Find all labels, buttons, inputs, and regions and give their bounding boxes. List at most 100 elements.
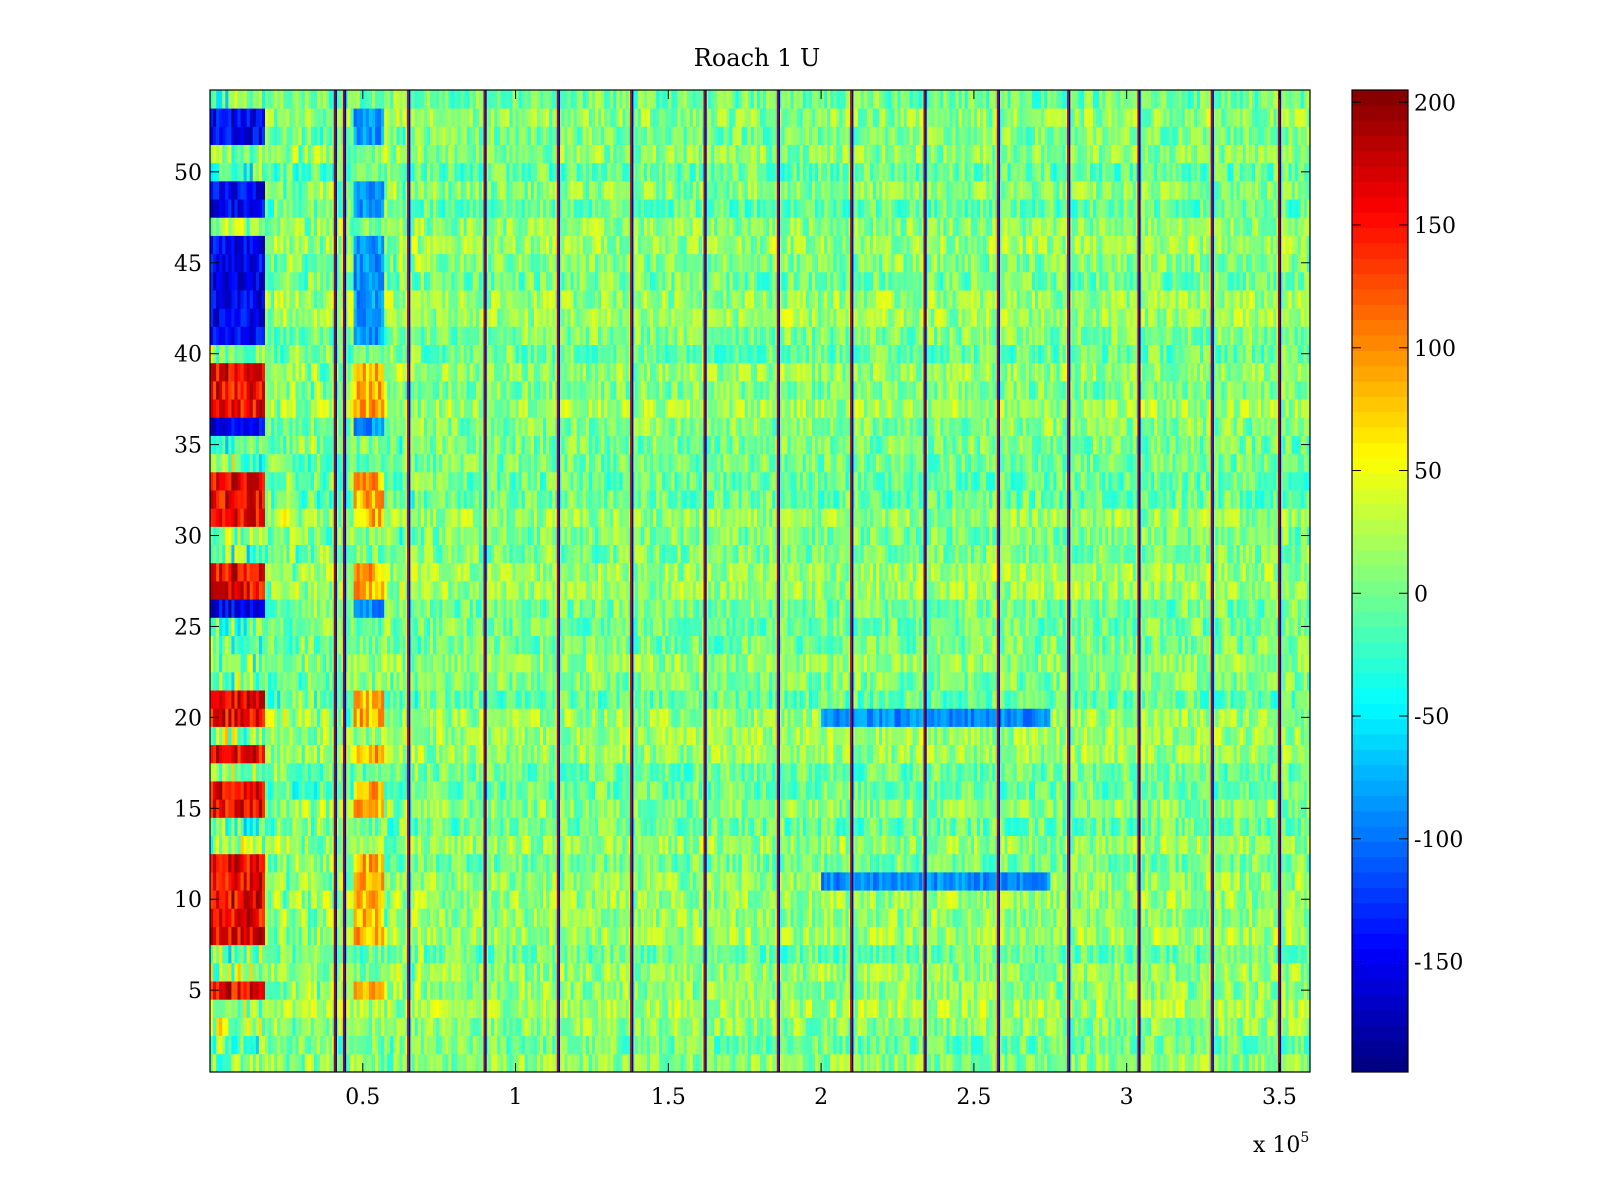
heatmap-cell <box>445 944 449 964</box>
heatmap-cell <box>662 1035 666 1055</box>
heatmap-cell <box>772 853 776 873</box>
heatmap-cell <box>1056 817 1060 836</box>
heatmap-cell <box>298 835 303 855</box>
heatmap-cell <box>793 1017 798 1037</box>
heatmap-cell <box>946 853 950 873</box>
heatmap-cell <box>1062 1053 1066 1073</box>
heatmap-cell <box>500 962 504 982</box>
heatmap-cell <box>378 890 382 909</box>
heatmap-cell <box>289 853 293 873</box>
heatmap-cell <box>494 999 498 1018</box>
heatmap-cell <box>1282 908 1286 927</box>
heatmap-cell <box>307 1035 312 1055</box>
heatmap-cell <box>494 817 498 836</box>
heatmap-cell <box>503 871 507 891</box>
heatmap-cell <box>1111 981 1115 1000</box>
heatmap-cell <box>784 1017 788 1037</box>
heatmap-cell <box>1083 1053 1088 1073</box>
heatmap-cell <box>271 835 275 855</box>
heatmap-cell <box>955 853 960 873</box>
heatmap-cell <box>549 926 553 946</box>
heatmap-cell <box>915 853 920 873</box>
heatmap-cell <box>973 926 978 946</box>
heatmap-cell <box>1175 890 1180 909</box>
heatmap-cell <box>1016 981 1021 1000</box>
heatmap-cell <box>1285 1017 1290 1037</box>
heatmap-cell <box>585 835 590 855</box>
heatmap-cell <box>955 1017 960 1037</box>
heatmap-cell <box>946 817 950 836</box>
heatmap-cell <box>766 1053 770 1073</box>
heatmap-cell <box>359 962 364 982</box>
heatmap-cell <box>894 835 898 855</box>
heatmap-cell <box>650 926 654 946</box>
heatmap-cell <box>1141 962 1146 982</box>
heatmap-cell <box>329 853 333 873</box>
heatmap-cell <box>1001 817 1005 836</box>
heatmap-cell <box>365 871 370 891</box>
heatmap-cell <box>475 1035 480 1055</box>
heatmap-cell <box>423 908 428 927</box>
heatmap-cell <box>536 908 541 927</box>
heatmap-cell <box>790 962 795 982</box>
heatmap-cell <box>802 1017 807 1037</box>
heatmap-cell <box>307 981 312 1000</box>
heatmap-cell <box>329 908 333 927</box>
heatmap-cell <box>906 1017 911 1037</box>
heatmap-cell <box>439 944 443 964</box>
heatmap-cell <box>784 1053 788 1073</box>
heatmap-cell <box>604 817 608 836</box>
heatmap-cell <box>680 981 685 1000</box>
heatmap-cell <box>1300 853 1305 873</box>
heatmap-cell <box>637 871 642 891</box>
heatmap-cell <box>1022 853 1027 873</box>
heatmap-cell <box>1062 962 1066 982</box>
heatmap-cell <box>219 944 223 964</box>
heatmap-cell <box>234 926 238 946</box>
heatmap-cell <box>353 817 358 836</box>
heatmap-cell <box>460 999 465 1018</box>
heatmap-cell <box>393 853 397 873</box>
heatmap-cell <box>1080 962 1085 982</box>
heatmap-cell <box>1294 1035 1299 1055</box>
heatmap-cell <box>1248 981 1253 1000</box>
heatmap-cell <box>491 908 495 927</box>
heatmap-cell <box>613 890 617 909</box>
heatmap-cell <box>540 835 544 855</box>
heatmap-cell <box>417 817 422 836</box>
heatmap-cell <box>323 944 327 964</box>
heatmap-cell <box>1294 999 1299 1018</box>
heatmap-cell <box>258 1035 263 1055</box>
heatmap-cell <box>760 926 764 946</box>
heatmap-cell <box>787 908 791 927</box>
heatmap-cell <box>567 853 571 873</box>
heatmap-cell <box>885 908 889 927</box>
heatmap-cell <box>1184 835 1189 855</box>
heatmap-cell <box>1273 908 1277 927</box>
heatmap-cell <box>732 999 736 1018</box>
heatmap-cell <box>1047 944 1051 964</box>
heatmap-cell <box>1270 944 1274 964</box>
heatmap-cell <box>549 1017 553 1037</box>
heatmap-cell <box>799 871 804 891</box>
heatmap-cell <box>1022 981 1027 1000</box>
heatmap-cell <box>1086 999 1091 1018</box>
heatmap-cell <box>261 1035 266 1055</box>
heatmap-cell <box>876 981 880 1000</box>
heatmap-cell <box>845 981 850 1000</box>
heatmap-cell <box>457 871 461 891</box>
heatmap-cell <box>1282 1017 1286 1037</box>
heatmap-cell <box>1010 908 1015 927</box>
heatmap-cell <box>955 1035 960 1055</box>
heatmap-cell <box>271 853 275 873</box>
heatmap-cell <box>258 817 263 836</box>
heatmap-cell <box>1019 853 1024 873</box>
heatmap-cell <box>393 999 397 1018</box>
heatmap-cell <box>1022 926 1027 946</box>
heatmap-cell <box>1267 999 1271 1018</box>
heatmap-cell <box>353 871 358 891</box>
heatmap-cell <box>964 835 969 855</box>
heatmap-cell <box>1288 871 1293 891</box>
heatmap-cell <box>677 890 681 909</box>
heatmap-cell <box>1154 962 1158 982</box>
